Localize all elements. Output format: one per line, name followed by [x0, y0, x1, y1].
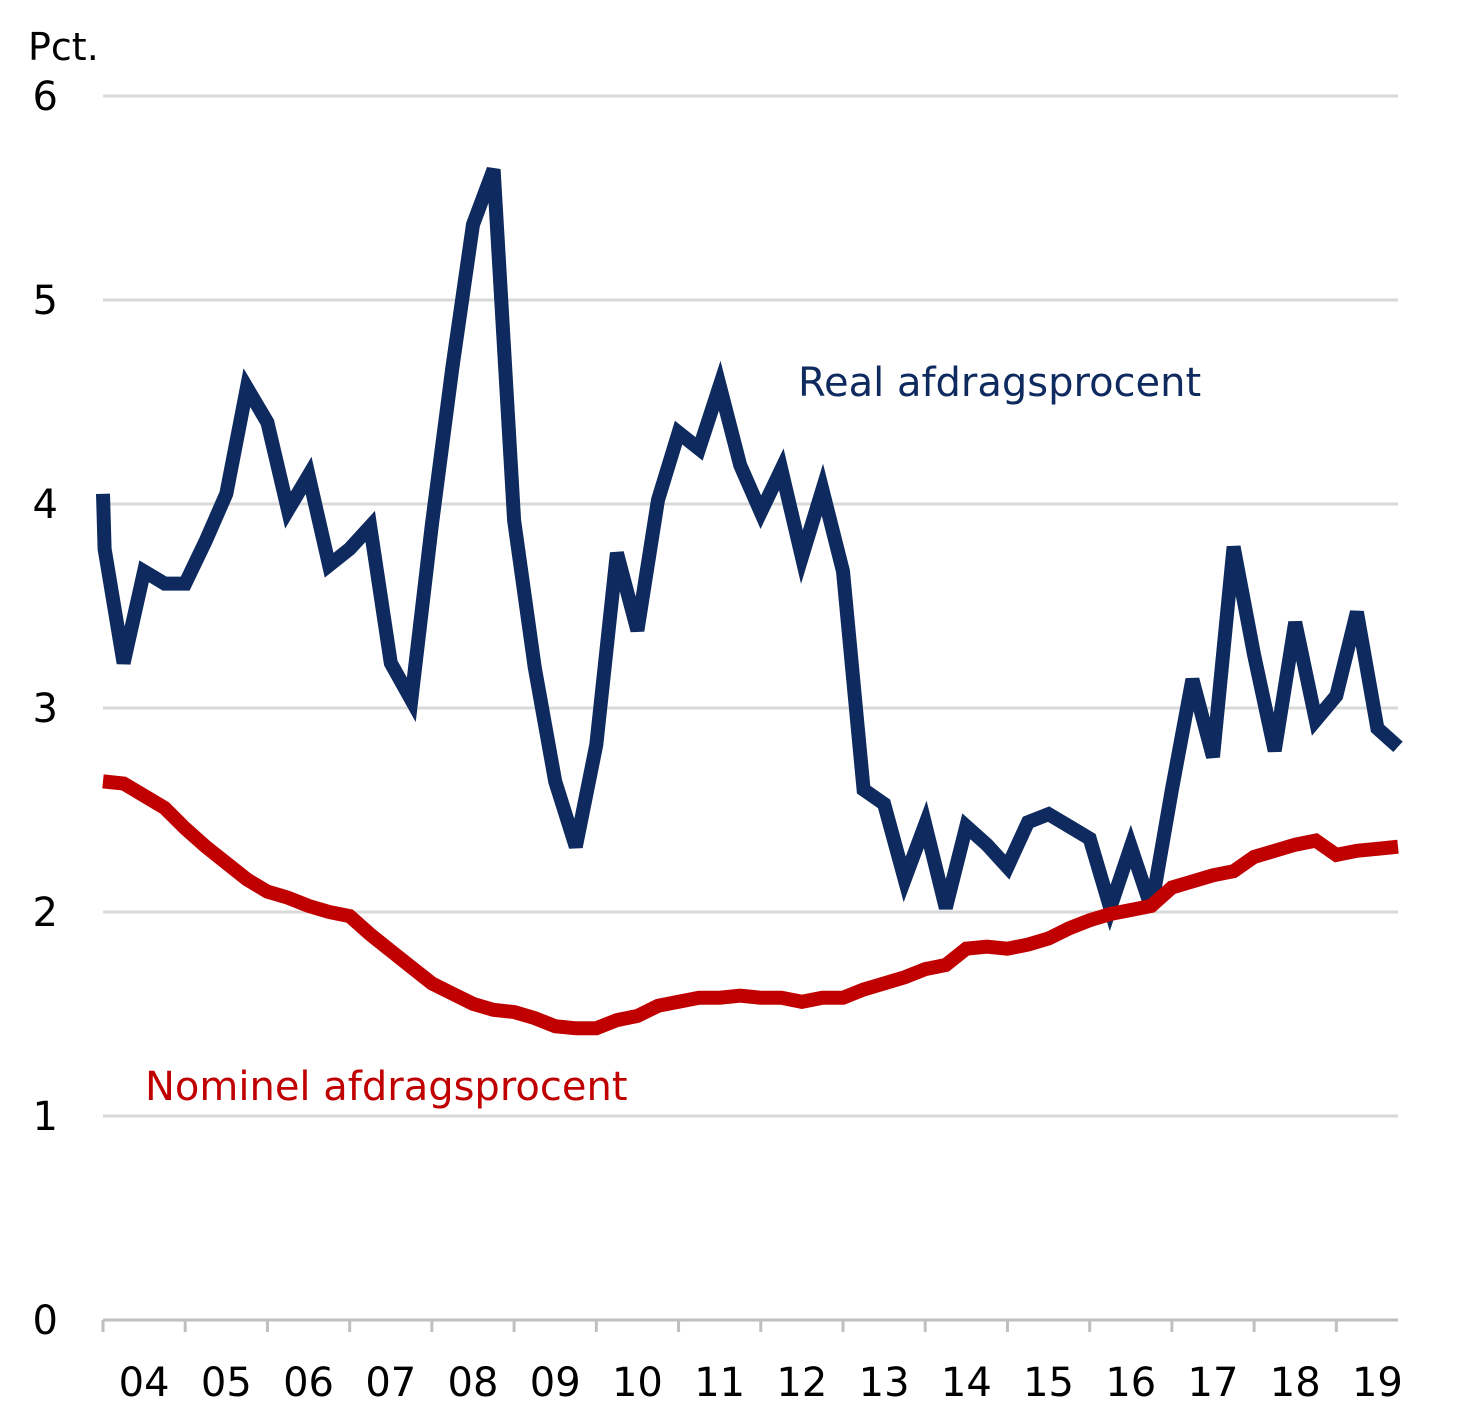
nominel-afdragsprocent-line	[102, 774, 1399, 1036]
nominal-series-label: Nominel afdragsprocent	[145, 1064, 628, 1110]
y-tick-label: 5	[33, 278, 58, 324]
real-afdragsprocent-line	[96, 166, 1403, 932]
x-tick-label: 18	[1270, 1360, 1321, 1406]
x-axis-ticks	[101, 1320, 1338, 1332]
y-tick-label: 4	[33, 482, 58, 528]
x-tick-label: 10	[612, 1360, 663, 1406]
x-tick-label: 04	[119, 1360, 170, 1406]
x-tick-label: 06	[283, 1360, 334, 1406]
y-tick-label: 3	[33, 686, 58, 732]
x-tick-label: 08	[448, 1360, 499, 1406]
x-tick-label: 13	[859, 1360, 910, 1406]
gridlines	[103, 94, 1398, 1118]
series-lines	[96, 166, 1403, 1036]
x-axis-tick-labels: 04 05 06 07 08 09 10 11 12 13 14 15 16 17 18 19	[119, 1360, 1403, 1406]
x-tick-label: 12	[776, 1360, 827, 1406]
x-tick-label: 05	[201, 1360, 252, 1406]
y-tick-label: 1	[33, 1094, 58, 1140]
y-axis-tick-labels: 0 1 2 3 4 5 6	[33, 74, 58, 1344]
x-tick-label: 09	[530, 1360, 581, 1406]
x-tick-label: 17	[1188, 1360, 1239, 1406]
x-tick-label: 11	[694, 1360, 745, 1406]
x-tick-label: 15	[1023, 1360, 1074, 1406]
y-tick-label: 0	[33, 1298, 58, 1344]
x-tick-label: 19	[1352, 1360, 1403, 1406]
y-axis-unit-label: Pct.	[28, 25, 99, 69]
x-tick-label: 16	[1105, 1360, 1156, 1406]
y-tick-label: 2	[33, 890, 58, 936]
x-tick-label: 14	[941, 1360, 992, 1406]
y-tick-label: 6	[33, 74, 58, 120]
x-tick-label: 07	[365, 1360, 416, 1406]
real-series-label: Real afdragsprocent	[798, 360, 1201, 406]
